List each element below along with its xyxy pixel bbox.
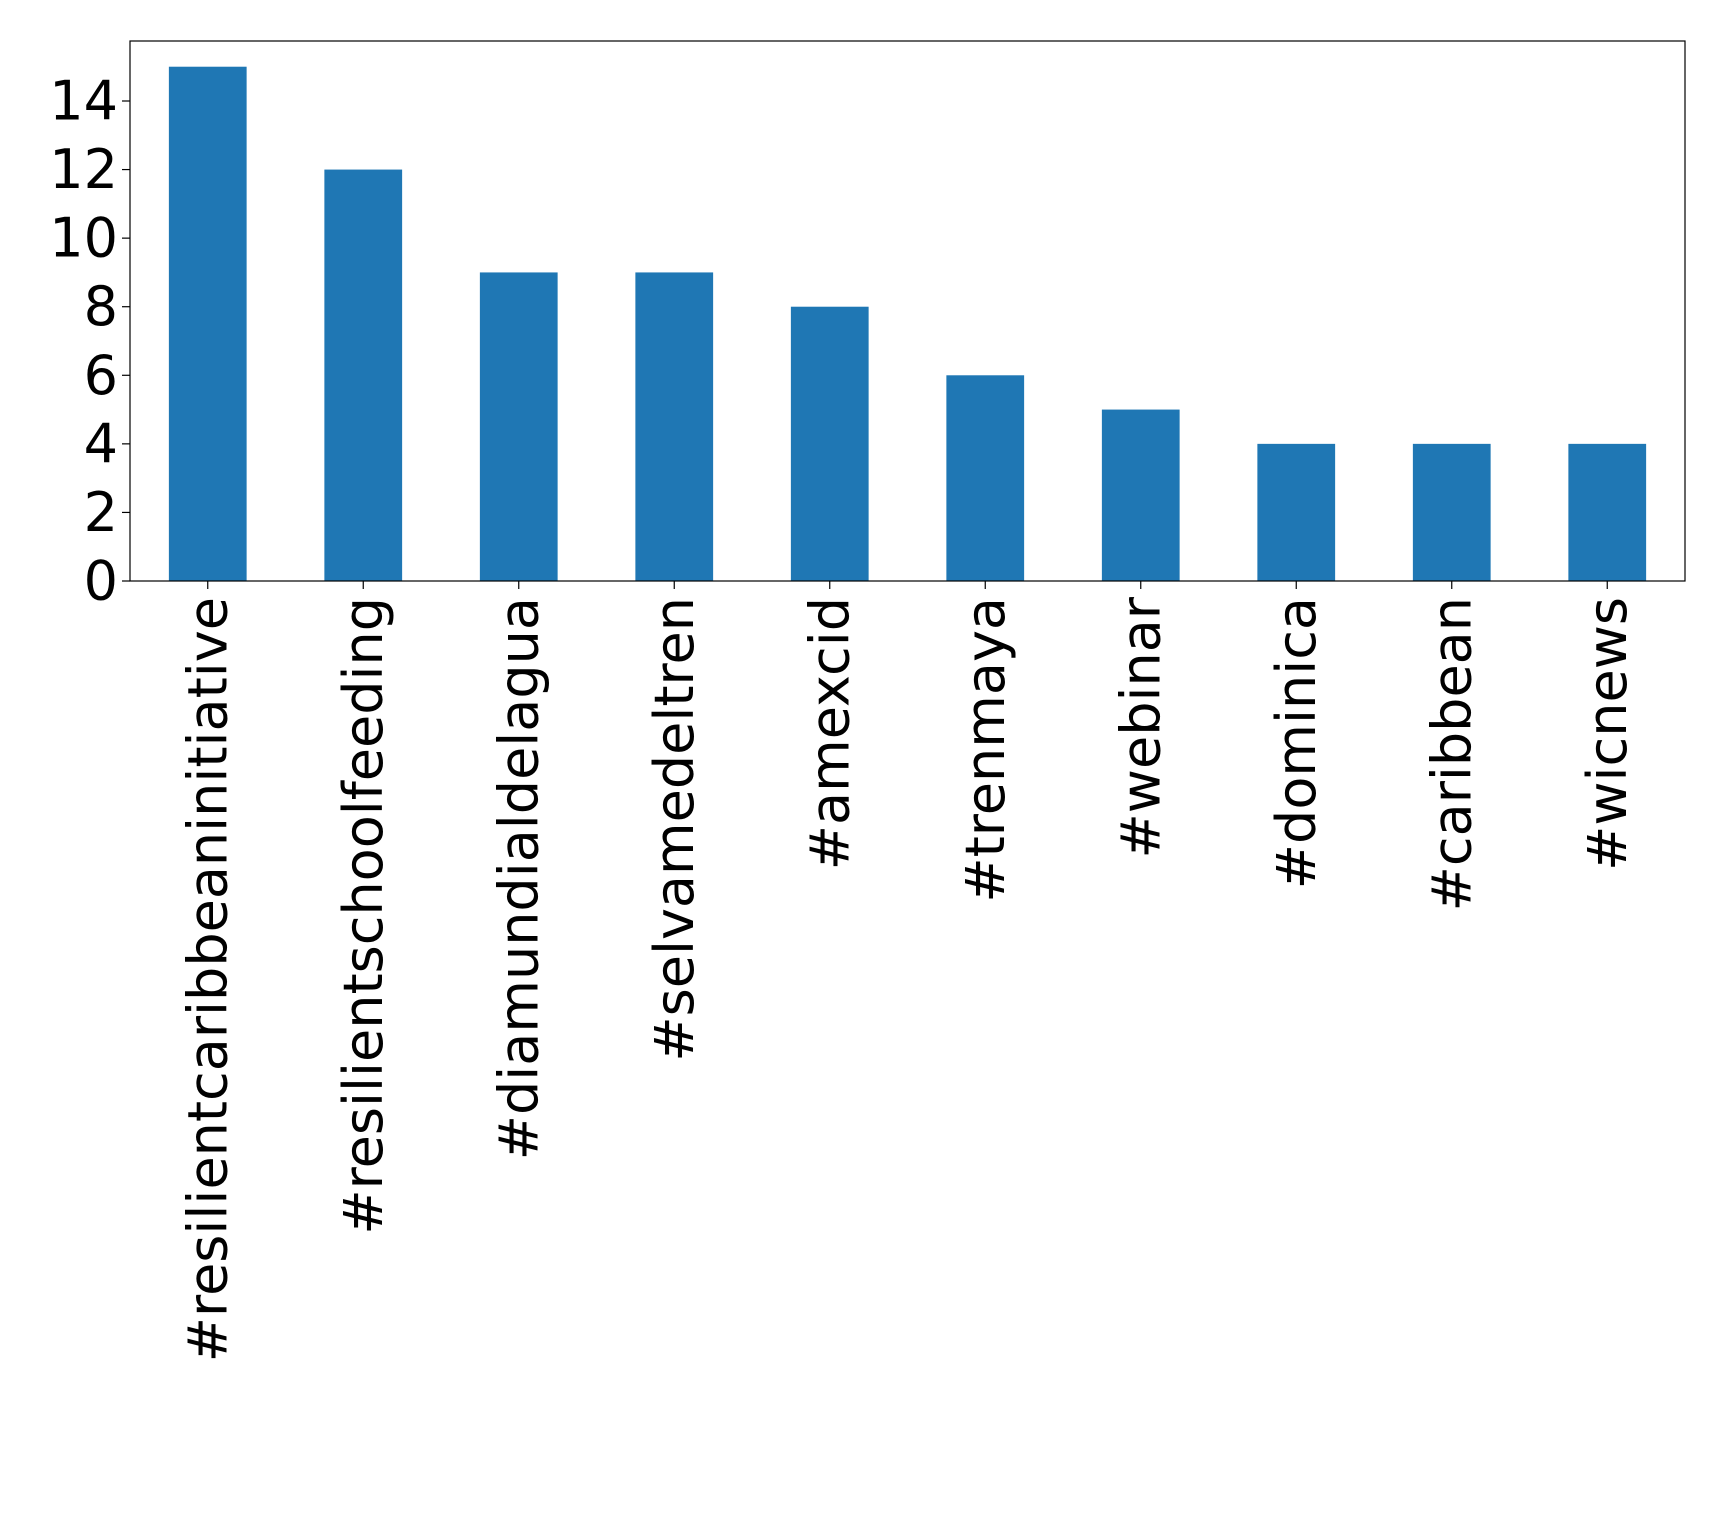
x-tick-label: #dominica: [1265, 597, 1328, 889]
bar-amexcid: [790, 306, 869, 581]
y-tick-label: 4: [84, 412, 118, 475]
x-tick-label: #wicnews: [1576, 597, 1639, 871]
bar-wicnews: [1568, 443, 1647, 581]
y-tick-label: 10: [49, 207, 118, 270]
plot-frame: [129, 40, 1686, 582]
bar-resilientschoolfeeding: [324, 169, 403, 582]
x-tick-label: #amexcid: [798, 597, 861, 870]
x-tick-label: #resilientschoolfeeding: [332, 597, 395, 1235]
y-tick-label: 0: [84, 550, 118, 613]
x-tick-label: #webinar: [1109, 596, 1172, 858]
bar-dominica: [1257, 443, 1336, 581]
x-axis-ticks: #resilientcaribbeaninitiative #resilients…: [176, 581, 1639, 1362]
x-tick-label: #caribbean: [1420, 597, 1483, 911]
x-tick-label: #resilientcaribbeaninitiative: [176, 597, 239, 1362]
y-tick-label: 6: [84, 344, 118, 407]
x-tick-label: #diamundialdelagua: [487, 597, 550, 1160]
bar-webinar: [1101, 409, 1180, 581]
bars-group: [168, 66, 1647, 582]
bar-trenmaya: [946, 375, 1025, 581]
bar-caribbean: [1412, 443, 1491, 581]
y-tick-label: 12: [49, 138, 118, 201]
x-tick-label: #selvamedeltren: [643, 597, 706, 1062]
y-tick-label: 8: [84, 275, 118, 338]
y-tick-label: 2: [84, 481, 118, 544]
x-tick-label: #trenmaya: [954, 597, 1017, 903]
y-tick-label: 14: [49, 70, 118, 133]
bar-resilientcaribbeaninitiative: [168, 66, 247, 581]
bar-selvamedeltren: [635, 272, 714, 581]
bar-diamundialdelagua: [479, 272, 558, 581]
